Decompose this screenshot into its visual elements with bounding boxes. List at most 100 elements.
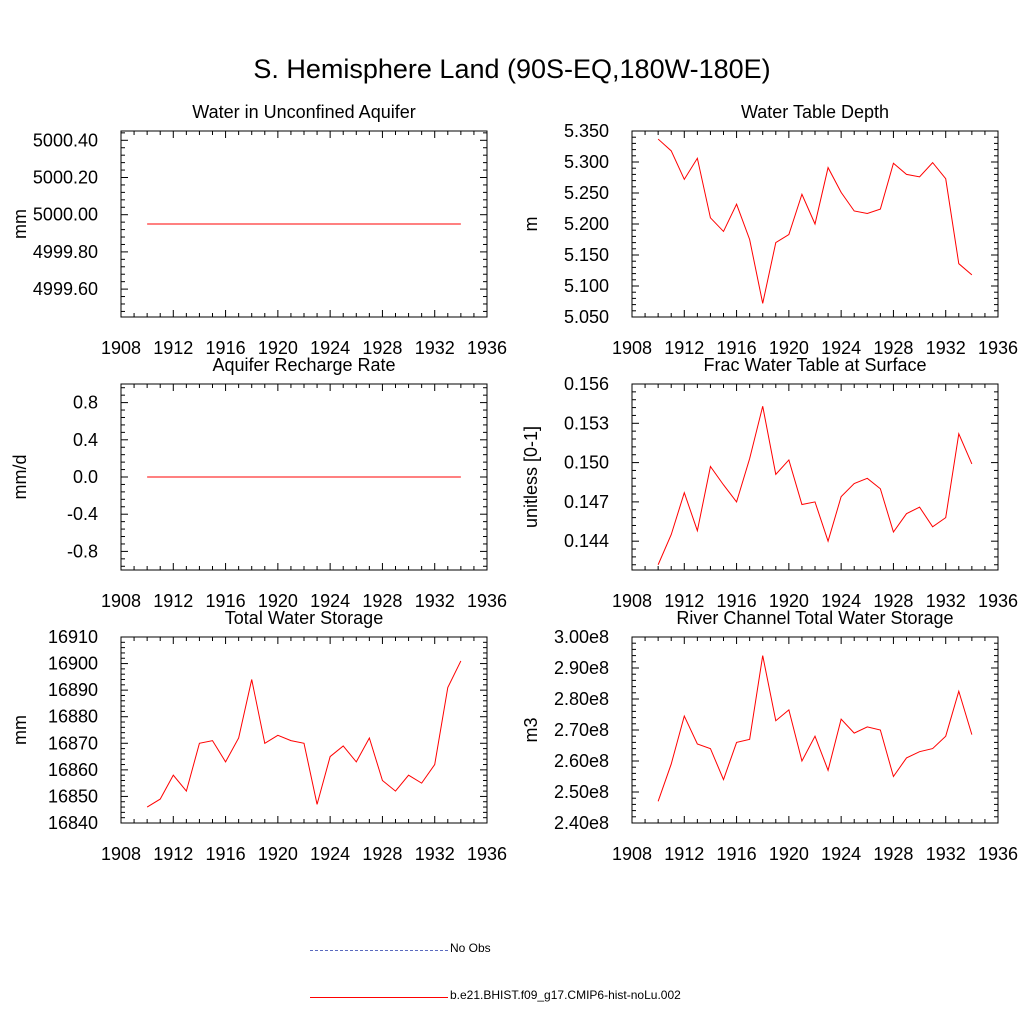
panel6-ytick-label: 2.90e8 [554,658,609,678]
panel2-ytick-label: 5.200 [564,214,609,234]
panel6-plot-frame [631,636,999,824]
panel4-ylabel: unitless [0-1] [521,426,541,528]
panel2-xtick-label: 1920 [769,338,809,358]
panel6-title: River Channel Total Water Storage [676,608,953,628]
panel6-ylabel: m3 [521,717,541,742]
panel6-ytick-label: 2.60e8 [554,751,609,771]
panel1-ytick-label: 5000.40 [33,130,98,150]
panel5-xtick-label: 1920 [258,844,298,864]
panel5-ytick-label: 16890 [48,680,98,700]
panel3-xtick-label: 1920 [258,591,298,611]
panel2-xtick-label: 1916 [717,338,757,358]
panel4-xtick-label: 1928 [873,591,913,611]
panel3-ylabel: mm/d [10,455,30,500]
panel2-ytick-label: 5.150 [564,245,609,265]
panel1-ytick-label: 5000.20 [33,168,98,188]
panel3-xtick-label: 1924 [310,591,350,611]
panel4-title: Frac Water Table at Surface [703,355,926,375]
panel1-xtick-label: 1908 [101,338,141,358]
panel3-ytick-label: 0.0 [73,467,98,487]
panel6-ytick-label: 3.00e8 [554,627,609,647]
panel1-xtick-label: 1920 [258,338,298,358]
panel2-ytick-label: 5.250 [564,183,609,203]
legend-entry-model: b.e21.BHIST.f09_g17.CMIP6-hist-noLu.002 [310,988,810,1008]
panel2-xtick-label: 1908 [612,338,652,358]
panel2-xtick-label: 1924 [821,338,861,358]
panel6-series-line [657,655,973,802]
panel1-ylabel: mm [10,209,30,239]
panel3-ytick-label: 0.4 [73,430,98,450]
panel3-xtick-label: 1916 [206,591,246,611]
panel4-ytick-label: 0.144 [564,531,609,551]
panel4-ytick-label: 0.153 [564,413,609,433]
panel3-title: Aquifer Recharge Rate [212,355,395,375]
panel4-xtick-label: 1912 [664,591,704,611]
panel6-xtick-label: 1932 [926,844,966,864]
panel4-ytick-label: 0.147 [564,492,609,512]
panel5-xtick-label: 1924 [310,844,350,864]
panel2-series-line [657,138,973,304]
panel5-plot-frame [120,636,488,824]
panel2-ytick-label: 5.350 [564,121,609,141]
panel6-xtick-label: 1936 [978,844,1018,864]
panel4-xtick-label: 1932 [926,591,966,611]
panel4-xtick-label: 1908 [612,591,652,611]
panel5-ytick-label: 16900 [48,654,98,674]
panel5-ylabel: mm [10,715,30,745]
panel2-xtick-label: 1932 [926,338,966,358]
panel6-xtick-label: 1920 [769,844,809,864]
panel2-ytick-label: 5.050 [564,307,609,327]
panel3-ytick-label: -0.8 [67,541,98,561]
panel2-ytick-label: 5.100 [564,276,609,296]
panel1-xtick-label: 1924 [310,338,350,358]
panel2-title: Water Table Depth [741,102,889,122]
panel4-series-line [657,406,973,565]
panel1-xtick-label: 1928 [362,338,402,358]
panel5-ytick-label: 16880 [48,707,98,727]
panel3-ytick-label: 0.8 [73,393,98,413]
panel5-xtick-label: 1928 [362,844,402,864]
legend-line-model [310,997,448,998]
panel3-xtick-label: 1932 [415,591,455,611]
panel2-ylabel: m [521,217,541,232]
panel2-xtick-label: 1912 [664,338,704,358]
panel5-series-line [146,660,462,808]
panel3-xtick-label: 1912 [153,591,193,611]
panel3-xtick-label: 1936 [467,591,507,611]
panel6-ytick-label: 2.80e8 [554,689,609,709]
panel6-xtick-label: 1928 [873,844,913,864]
panel5-xtick-label: 1936 [467,844,507,864]
panel5-xtick-label: 1912 [153,844,193,864]
panel5-xtick-label: 1908 [101,844,141,864]
legend-label-obs: No Obs [450,941,491,955]
panel6-xtick-label: 1916 [717,844,757,864]
panel1-ytick-label: 4999.80 [33,242,98,262]
panel4-xtick-label: 1916 [717,591,757,611]
panel6-xtick-label: 1908 [612,844,652,864]
panel6-ytick-label: 2.40e8 [554,813,609,833]
panel3-ytick-label: -0.4 [67,504,98,524]
panel4-ytick-label: 0.150 [564,453,609,473]
panel2-xtick-label: 1928 [873,338,913,358]
legend-label-model: b.e21.BHIST.f09_g17.CMIP6-hist-noLu.002 [450,988,681,1002]
panel1-xtick-label: 1932 [415,338,455,358]
panel6-xtick-label: 1912 [664,844,704,864]
panel5-xtick-label: 1916 [206,844,246,864]
panel1-xtick-label: 1936 [467,338,507,358]
panel5-title: Total Water Storage [225,608,383,628]
panel3-xtick-label: 1928 [362,591,402,611]
panel6-ytick-label: 2.50e8 [554,782,609,802]
panel2-ytick-label: 5.300 [564,152,609,172]
panel5-xtick-label: 1932 [415,844,455,864]
panel4-xtick-label: 1924 [821,591,861,611]
panel1-xtick-label: 1912 [153,338,193,358]
legend-entry-obs: No Obs [310,941,810,961]
panel5-ytick-label: 16860 [48,760,98,780]
panel4-xtick-label: 1920 [769,591,809,611]
panel4-plot-frame [631,383,999,571]
figure-title: S. Hemisphere Land (90S-EQ,180W-180E) [253,54,771,84]
panel5-ytick-label: 16870 [48,733,98,753]
panel1-xtick-label: 1916 [206,338,246,358]
panel2-xtick-label: 1936 [978,338,1018,358]
